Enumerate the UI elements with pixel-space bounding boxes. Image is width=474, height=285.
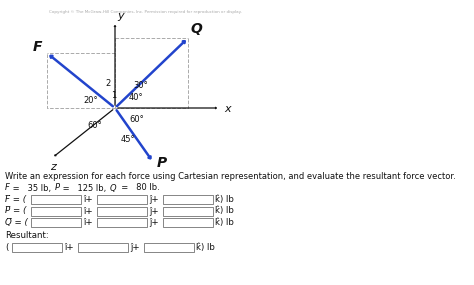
Text: ĵ+: ĵ+	[149, 207, 159, 215]
FancyBboxPatch shape	[163, 207, 213, 215]
FancyBboxPatch shape	[12, 243, 62, 252]
Text: z: z	[50, 162, 56, 172]
Text: ĵ+: ĵ+	[149, 218, 159, 227]
Text: 40°: 40°	[129, 93, 144, 102]
Text: =   35 lb,: = 35 lb,	[10, 184, 54, 192]
Text: î+: î+	[83, 207, 92, 215]
Text: Q: Q	[109, 184, 116, 192]
Text: 2: 2	[105, 79, 110, 88]
Text: î+: î+	[64, 243, 73, 252]
Text: k̂) lb: k̂) lb	[215, 195, 234, 204]
Text: k̂) lb: k̂) lb	[215, 207, 234, 215]
Text: ĵ+: ĵ+	[149, 195, 159, 204]
FancyBboxPatch shape	[31, 207, 81, 215]
Text: k̂) lb: k̂) lb	[196, 243, 215, 252]
Text: 45°: 45°	[121, 135, 136, 144]
Text: F̅ = (: F̅ = (	[5, 195, 26, 204]
Text: (: (	[5, 243, 9, 252]
Text: =   80 lb.: = 80 lb.	[116, 184, 160, 192]
FancyBboxPatch shape	[97, 218, 147, 227]
Text: y: y	[117, 11, 124, 21]
Text: F: F	[5, 184, 10, 192]
Text: 30°: 30°	[133, 81, 148, 90]
Text: Q: Q	[191, 22, 203, 36]
FancyBboxPatch shape	[144, 243, 194, 252]
FancyBboxPatch shape	[78, 243, 128, 252]
Text: Copyright © The McGraw-Hill Companies, Inc. Permission required for reproduction: Copyright © The McGraw-Hill Companies, I…	[49, 10, 241, 14]
Text: F: F	[33, 40, 43, 54]
Text: Resultant:: Resultant:	[5, 231, 49, 241]
Text: P: P	[157, 156, 167, 170]
FancyBboxPatch shape	[31, 195, 81, 204]
Text: 20°: 20°	[83, 96, 98, 105]
Text: x: x	[224, 104, 231, 114]
Text: Q̅ = (: Q̅ = (	[5, 218, 28, 227]
FancyBboxPatch shape	[163, 218, 213, 227]
FancyBboxPatch shape	[163, 195, 213, 204]
FancyBboxPatch shape	[97, 195, 147, 204]
Text: =   125 lb,: = 125 lb,	[60, 184, 109, 192]
Text: P̅ = (: P̅ = (	[5, 207, 27, 215]
Text: P: P	[55, 184, 60, 192]
Text: î+: î+	[83, 218, 92, 227]
Text: Write an expression for each force using Cartesian representation, and evaluate : Write an expression for each force using…	[5, 172, 456, 181]
Text: 60°: 60°	[87, 121, 102, 130]
FancyBboxPatch shape	[97, 207, 147, 215]
Text: ĵ+: ĵ+	[130, 243, 140, 252]
FancyBboxPatch shape	[31, 218, 81, 227]
Text: î+: î+	[83, 195, 92, 204]
Text: 1: 1	[111, 91, 116, 100]
Text: 60°: 60°	[129, 115, 144, 124]
Text: k̂) lb: k̂) lb	[215, 218, 234, 227]
